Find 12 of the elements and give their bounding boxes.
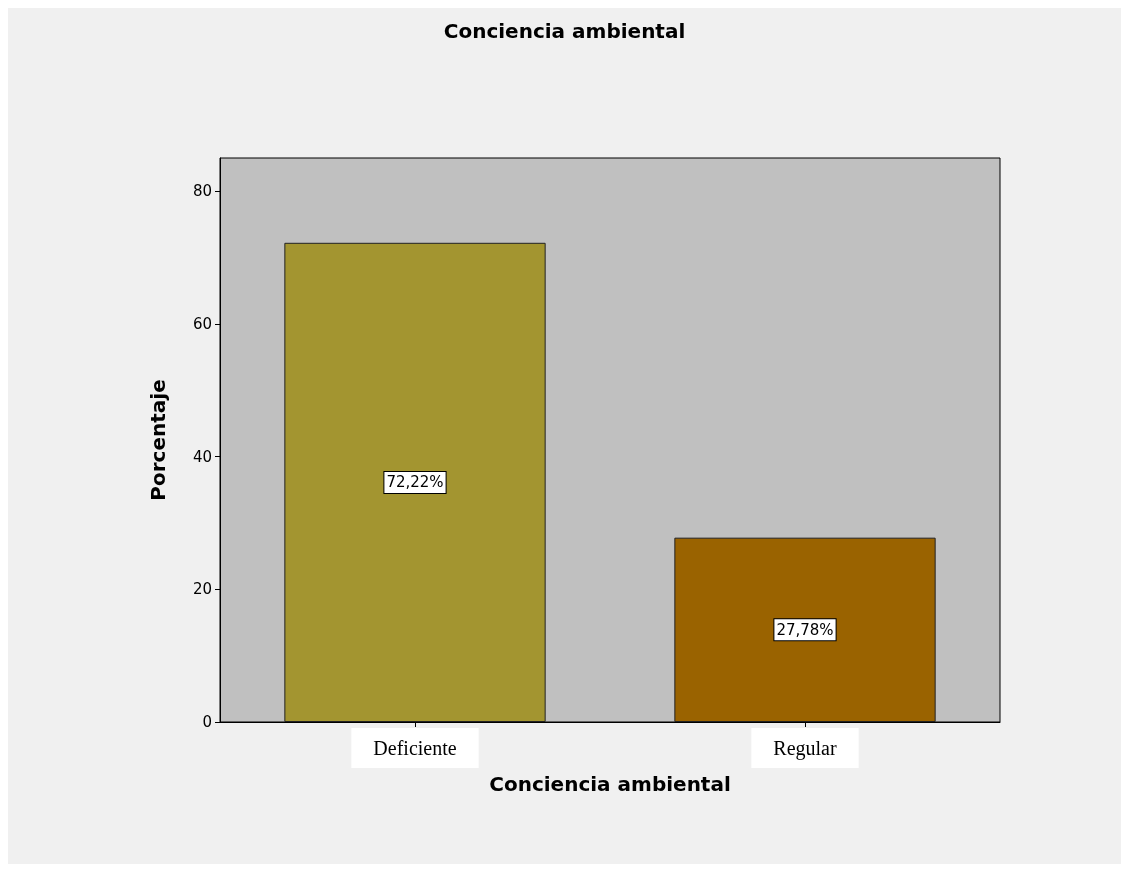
chart-title: Conciencia ambiental [443,19,686,43]
y-tick-label: 0 [202,713,212,731]
y-tick-label: 60 [192,314,212,333]
data-label: 72,22% [386,473,444,492]
y-axis-title: Porcentaje [146,379,170,501]
data-label: 27,78% [776,620,834,639]
y-tick-label: 40 [192,447,212,466]
y-tick-label: 80 [192,182,212,201]
x-tick-label: Regular [773,737,837,760]
x-tick-label: Deficiente [373,737,457,759]
y-tick-label: 20 [192,580,212,599]
x-axis-title: Conciencia ambiental [489,772,731,796]
